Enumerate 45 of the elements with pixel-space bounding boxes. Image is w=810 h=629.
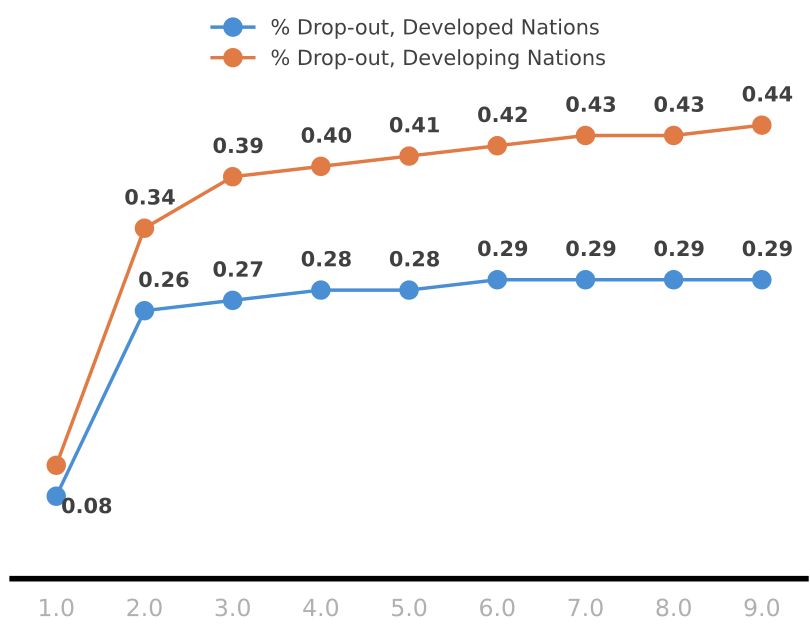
data-label: 0.34 [125, 189, 175, 205]
data-label: 0.27 [214, 261, 262, 277]
point [664, 126, 684, 146]
data-label: 0.39 [214, 137, 263, 154]
point [664, 270, 684, 290]
data-label: 0.29 [566, 240, 616, 256]
data-label: 0.29 [654, 240, 704, 256]
data-label: 0.29 [478, 240, 528, 256]
point [576, 270, 596, 290]
data-label: 0.08 [62, 498, 112, 514]
x-tick-label: 2.0 [127, 598, 162, 616]
point [752, 270, 772, 290]
point [576, 126, 596, 146]
legend-label: % Drop-out, Developing Nations [272, 49, 605, 70]
point [488, 136, 507, 156]
x-tick-label: 5.0 [392, 598, 426, 616]
data-label: 0.43 [654, 96, 704, 112]
x-tick-label: 9.0 [744, 598, 780, 616]
point [752, 115, 772, 135]
point [222, 166, 242, 186]
point [46, 456, 66, 476]
data-label: 0.44 [742, 86, 792, 102]
point [488, 270, 507, 290]
x-tick-label: 7.0 [568, 598, 603, 616]
data-label: 0.43 [566, 96, 616, 112]
data-label: 0.28 [390, 250, 440, 267]
point [134, 300, 154, 320]
point [222, 290, 242, 310]
data-label: 0.28 [302, 250, 351, 267]
point [399, 146, 419, 166]
data-label: 0.40 [302, 127, 352, 143]
x-tick-label: 8.0 [656, 598, 691, 616]
legend-label: % Drop-out, Developed Nations [272, 18, 599, 39]
x-tick-label: 4.0 [303, 598, 338, 616]
x-tick-label: 1.0 [40, 598, 74, 616]
data-label: 0.29 [742, 240, 792, 256]
data-label: 0.26 [139, 271, 188, 288]
point [134, 218, 154, 238]
point [399, 280, 419, 300]
x-tick-label: 3.0 [216, 598, 250, 616]
data-label: 0.41 [390, 116, 439, 133]
x-tick-label: 6.0 [480, 598, 514, 616]
point [311, 156, 331, 176]
point [311, 280, 331, 300]
data-label: 0.42 [478, 106, 527, 122]
